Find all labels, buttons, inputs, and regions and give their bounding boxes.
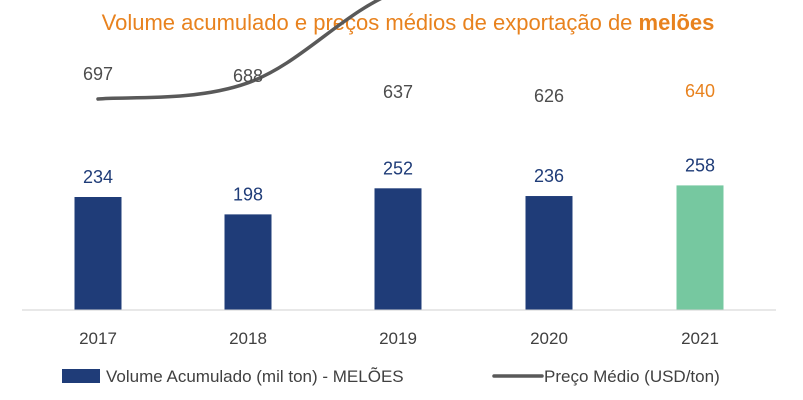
bar-2019 xyxy=(374,188,422,310)
bar-2018 xyxy=(224,214,272,310)
x-axis-ticks: 2017 2018 2019 2020 2021 xyxy=(79,329,719,348)
line-value-label-2017: 697 xyxy=(83,64,113,84)
legend-swatch-bar xyxy=(62,369,100,383)
x-tick-2019: 2019 xyxy=(379,329,417,348)
chart-title-emphasis: melões xyxy=(639,10,715,35)
legend: Volume Acumulado (mil ton) - MELÕES Preç… xyxy=(62,367,720,386)
chart-title: Volume acumulado e preços médios de expo… xyxy=(102,10,715,35)
bar-value-label-2020: 236 xyxy=(534,166,564,186)
line-value-label-2018: 688 xyxy=(233,66,263,86)
bar-value-label-2017: 234 xyxy=(83,167,113,187)
bar-2021 xyxy=(676,185,724,310)
bar-series: 234 198 252 236 258 xyxy=(74,155,724,310)
chart-title-main: Volume acumulado e preços médios de expo… xyxy=(102,10,639,35)
x-tick-2017: 2017 xyxy=(79,329,117,348)
line-series: 697 688 637 626 640 xyxy=(83,0,715,106)
bar-value-label-2021: 258 xyxy=(685,155,715,175)
bar-value-label-2018: 198 xyxy=(233,184,263,204)
legend-label-bar: Volume Acumulado (mil ton) - MELÕES xyxy=(106,367,404,386)
x-tick-2021: 2021 xyxy=(681,329,719,348)
bar-2020 xyxy=(525,196,573,310)
price-line xyxy=(96,0,383,101)
line-value-label-2019: 637 xyxy=(383,82,413,102)
line-value-label-2020: 626 xyxy=(534,86,564,106)
bar-value-label-2019: 252 xyxy=(383,158,413,178)
line-value-label-2021: 640 xyxy=(685,81,715,101)
bar-2017 xyxy=(74,197,122,310)
x-tick-2018: 2018 xyxy=(229,329,267,348)
x-tick-2020: 2020 xyxy=(530,329,568,348)
legend-label-line: Preço Médio (USD/ton) xyxy=(544,367,720,386)
